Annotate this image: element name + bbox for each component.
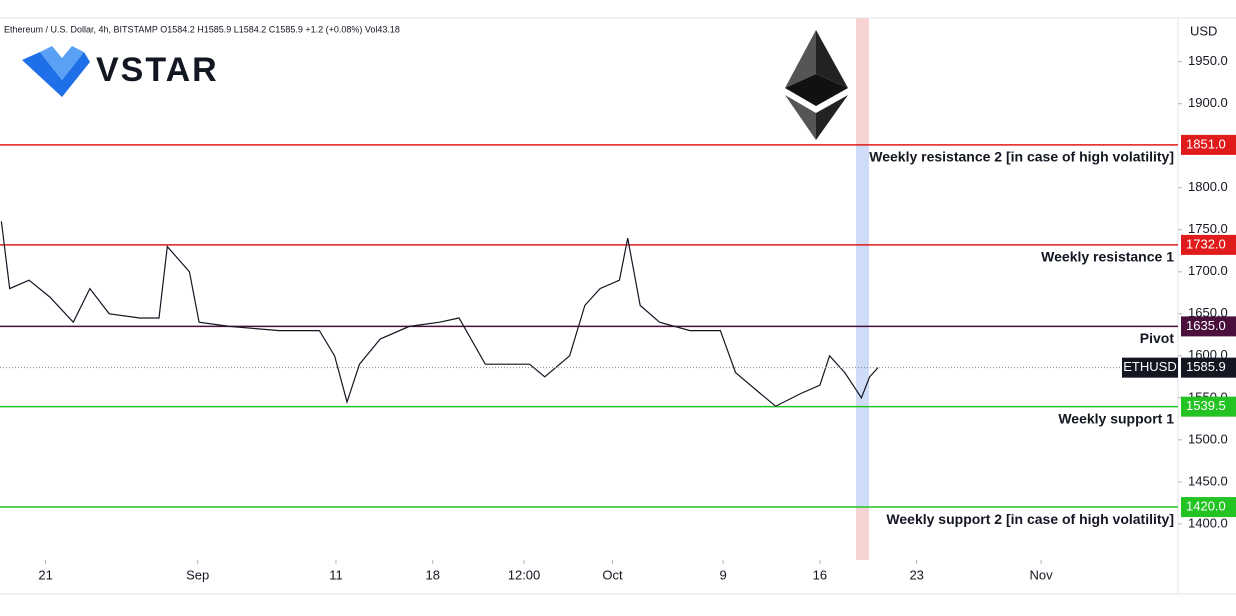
x-tick-label: 12:00 [508,567,541,582]
y-tick-label: 1700.0 [1188,263,1228,278]
last-price-tag [1181,357,1236,378]
x-tick-label: 16 [813,567,827,582]
series-name: ETHUSD [1123,359,1176,374]
level-name: Weekly resistance 2 [in case of high vol… [869,149,1174,165]
level-value-label: 1635.0 [1186,318,1226,333]
y-tick-label: 1950.0 [1188,53,1228,68]
eth-part [785,95,816,140]
logo-mark-light [40,46,84,80]
y-tick-label: 1400.0 [1188,515,1228,530]
eth-logo [785,30,848,140]
eth-part [816,30,848,88]
chart-legend: Ethereum / U.S. Dollar, 4h, BITSTAMP O15… [4,24,400,34]
x-tick-label: Nov [1030,567,1054,582]
brand-logo: VSTAR [22,46,219,97]
level-tag [1181,497,1236,518]
x-tick-label: 9 [719,567,726,582]
logo-mark [22,52,90,97]
y-tick-label: 1750.0 [1188,221,1228,236]
last-price-label: 1585.9 [1186,359,1226,374]
x-tick-label: 21 [38,567,52,582]
level-tag [1181,316,1236,337]
x-tick-label: Oct [602,567,623,582]
x-tick-label: 18 [426,567,440,582]
eth-part [785,30,816,88]
y-tick-label: 1500.0 [1188,431,1228,446]
series-tag [1122,357,1178,378]
level-name: Weekly support 2 [in case of high volati… [886,511,1174,527]
eth-part [816,95,848,140]
level-value-label: 1420.0 [1186,498,1226,513]
level-value-label: 1732.0 [1186,236,1226,251]
level-value-label: 1851.0 [1186,136,1226,151]
y-unit: USD [1190,23,1217,38]
x-tick-label: 11 [329,567,343,582]
level-name: Weekly support 1 [1058,410,1174,426]
price-line [0,221,879,407]
level-value-label: 1539.5 [1186,398,1226,413]
level-name: Weekly resistance 1 [1041,249,1174,265]
y-tick-label: 1450.0 [1188,473,1228,488]
level-tag [1181,234,1236,255]
x-tick-label: 23 [909,567,923,582]
y-tick-label: 1900.0 [1188,95,1228,110]
level-tag [1181,134,1236,155]
x-tick-label: Sep [186,567,209,582]
level-name: Pivot [1140,330,1175,346]
brand-name: VSTAR [96,51,219,89]
y-tick-label: 1800.0 [1188,179,1228,194]
level-tag [1181,396,1236,417]
eth-part [785,74,848,106]
